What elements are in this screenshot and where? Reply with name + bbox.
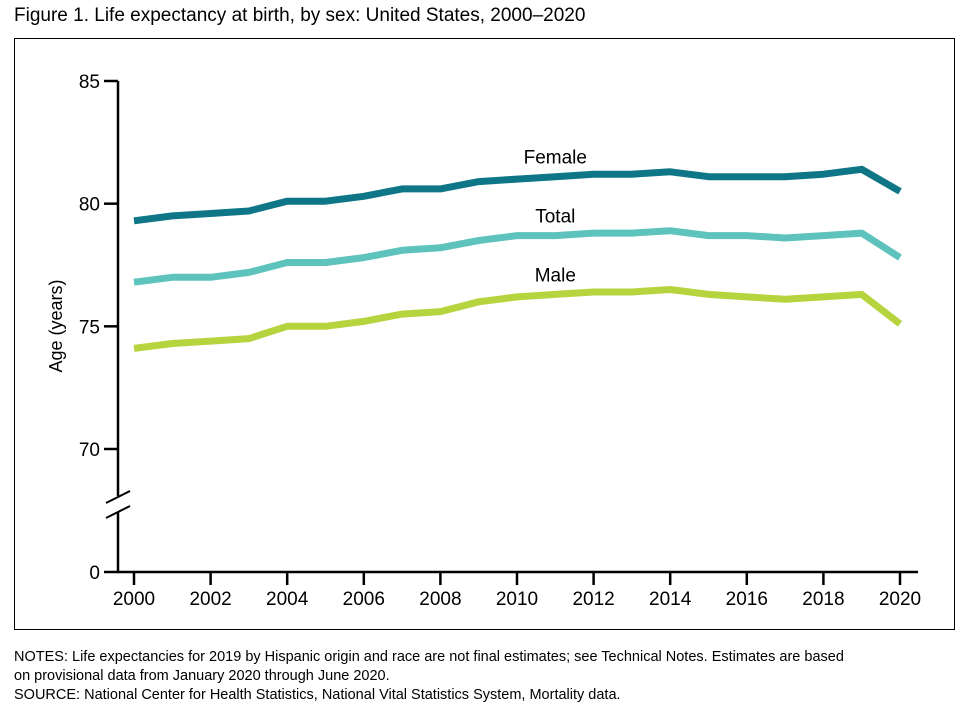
x-tick-label: 2006: [343, 589, 385, 610]
x-tick-label: 2010: [496, 589, 538, 610]
x-tick-label: 2020: [879, 589, 921, 610]
series-label-female: Female: [524, 148, 587, 169]
notes: NOTES: Life expectancies for 2019 by His…: [14, 648, 954, 705]
x-tick-label: 2000: [113, 589, 155, 610]
y-tick-label: 0: [89, 563, 100, 584]
source-line: SOURCE: National Center for Health Stati…: [14, 687, 621, 703]
y-tick-label: 80: [79, 195, 100, 216]
x-tick-label: 2002: [189, 589, 231, 610]
x-tick-label: 2016: [726, 589, 768, 610]
axes: 85 80 75 70 0 2000 2002 2004 2006 2008 2010 2012 201…: [79, 72, 921, 610]
y-tick-label: 75: [79, 317, 100, 338]
chart-frame: [14, 38, 955, 630]
series-label-male: Male: [535, 265, 576, 286]
series-line-male: [133, 286, 903, 352]
series-labels: Female Total Male: [524, 148, 587, 287]
x-tick-label: 2004: [266, 589, 309, 610]
y-tick-label: 85: [79, 72, 100, 93]
x-tick-label: 2014: [649, 589, 692, 610]
axis-break-mark: [105, 490, 131, 504]
series-line-female: [133, 165, 902, 225]
x-tick-label: 2018: [802, 589, 844, 610]
x-tick-label: 2008: [419, 589, 461, 610]
series-line-total: [133, 227, 902, 286]
chart-title: Figure 1. Life expectancy at birth, by s…: [14, 5, 586, 26]
y-axis-label: Age (years): [46, 279, 66, 372]
series-label-total: Total: [535, 207, 575, 228]
notes-line-1: NOTES: Life expectancies for 2019 by His…: [14, 649, 844, 665]
line-chart: 85 80 75 70 0 2000 2002 2004 2006 2008 2010 2012 201…: [46, 72, 921, 610]
axis-break-mark: [105, 505, 131, 519]
x-tick-label: 2012: [572, 589, 614, 610]
series-lines: [133, 165, 903, 352]
notes-line-2: on provisional data from January 2020 th…: [14, 668, 390, 684]
y-tick-label: 70: [79, 440, 100, 461]
